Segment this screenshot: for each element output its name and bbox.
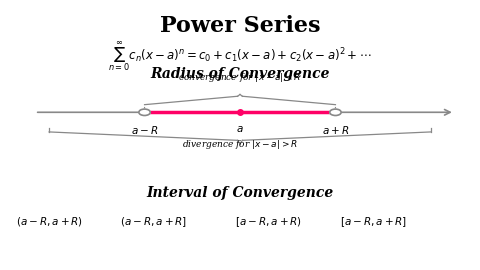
Text: $\sum_{n=0}^{\infty} c_n(x-a)^n = c_0 + c_1(x-a) + c_2(x-a)^2 + \cdots$: $\sum_{n=0}^{\infty} c_n(x-a)^n = c_0 + …: [108, 39, 372, 73]
Text: $[a-R, a+R)$: $[a-R, a+R)$: [235, 215, 302, 229]
Circle shape: [330, 109, 341, 116]
Text: $a+R$: $a+R$: [322, 124, 349, 136]
Text: $(a-R, a+R)$: $(a-R, a+R)$: [15, 215, 83, 228]
Text: divergence for $|x-a|>R$: divergence for $|x-a|>R$: [182, 138, 298, 151]
Text: $a-R$: $a-R$: [131, 124, 158, 136]
Text: Interval of Convergence: Interval of Convergence: [146, 186, 334, 200]
Text: $a$: $a$: [236, 124, 244, 134]
Text: $(a-R, a+R]$: $(a-R, a+R]$: [120, 215, 188, 229]
Circle shape: [139, 109, 150, 116]
Text: Power Series: Power Series: [160, 15, 320, 37]
Text: convergence for $|x-a|<R$: convergence for $|x-a|<R$: [178, 71, 302, 84]
Text: $[a-R, a+R]$: $[a-R, a+R]$: [340, 215, 407, 229]
Text: Radius of Convergence: Radius of Convergence: [150, 67, 330, 81]
